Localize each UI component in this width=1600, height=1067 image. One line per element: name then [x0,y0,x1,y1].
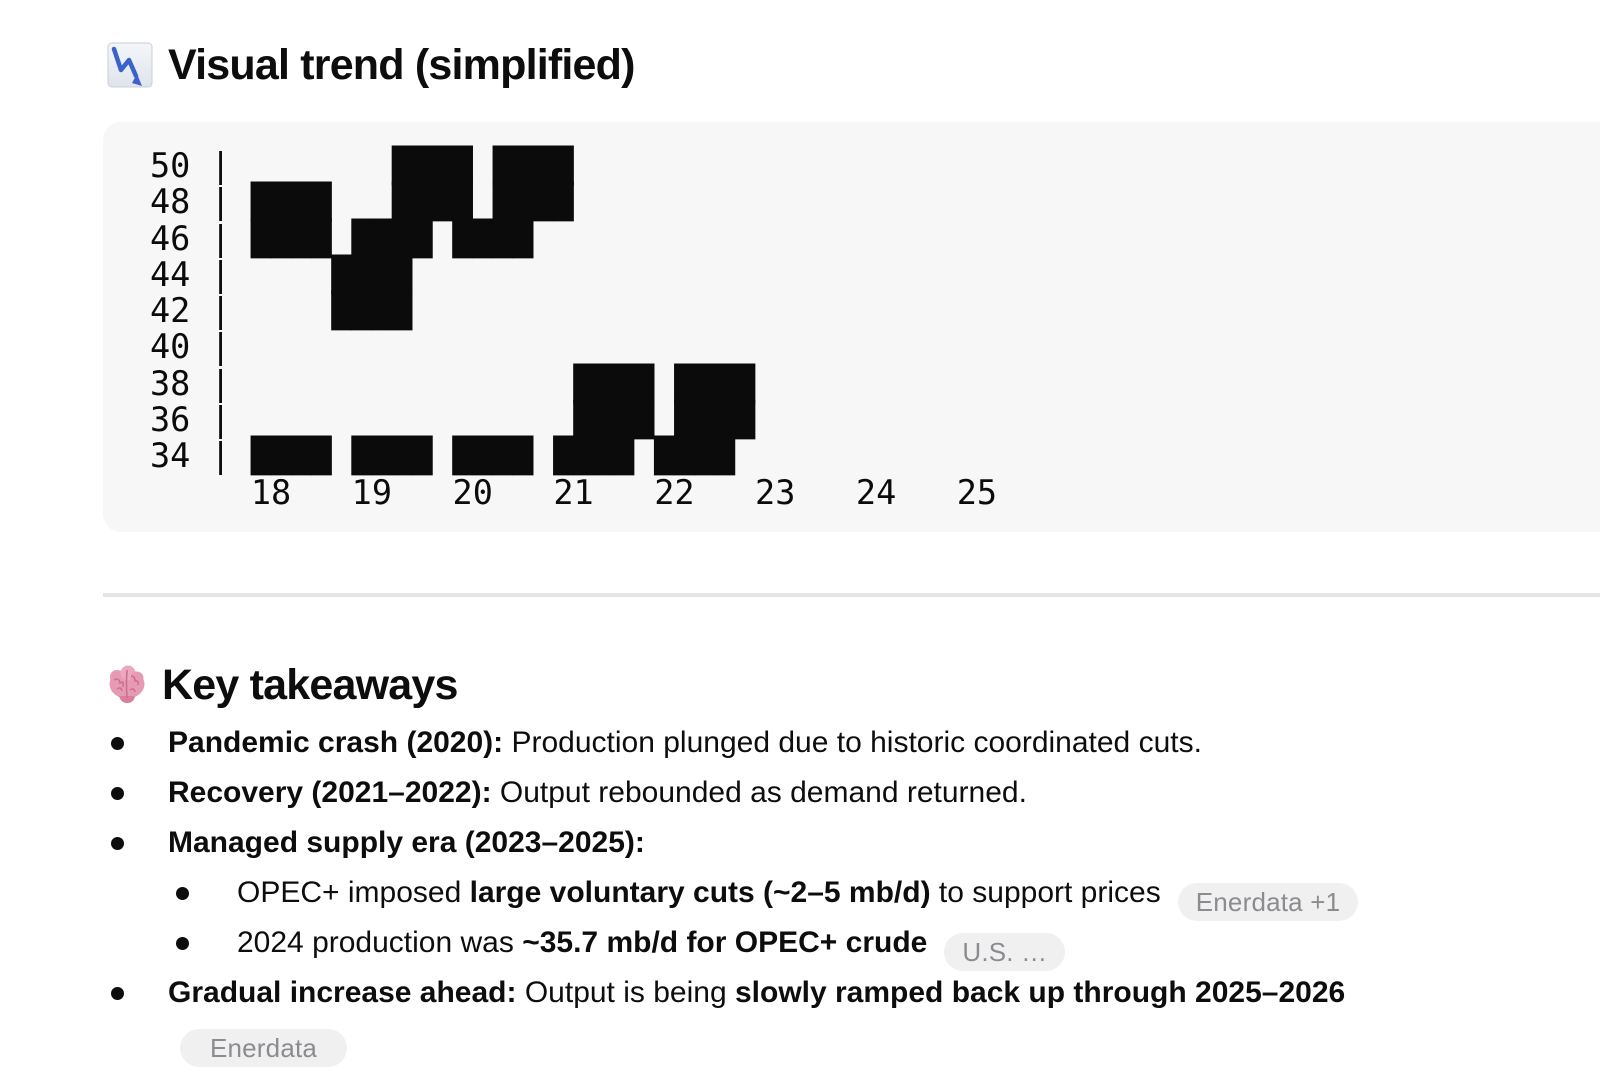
code-block: 50 | ████ ████ 48 | ████ ████ ████ 46 | … [103,122,1600,532]
bullet-dot [111,737,124,750]
brain-icon [107,664,147,706]
bullet-item: Managed supply era (2023–2025): [103,818,1600,868]
bullet-dot [111,987,124,1000]
bullet-text-bold: Recovery (2021–2022): [168,776,492,809]
bullet-text: Production plunged due to historic coord… [503,726,1202,759]
bullet-text: to support prices [930,876,1161,909]
bullet-dot [176,887,189,900]
bullet-item: Recovery (2021–2022): Output rebounded a… [103,768,1600,818]
bullet-text-bold: large voluntary cuts (~2–5 mb/d) [469,876,931,909]
section-divider [103,593,1600,597]
bullet-dot [111,787,124,800]
citation-badge[interactable]: U.S. … [944,933,1066,971]
bullet-item: Gradual increase ahead: Output is being … [103,968,1600,1018]
trend-section-header: Visual trend (simplified) [107,42,635,88]
bullet-text: OPEC+ imposed [237,876,470,909]
sub-bullet-item: OPEC+ imposed large voluntary cuts (~2–5… [103,868,1600,921]
chat-message-view: { "page": { "background": "#ffffff", "te… [103,42,1600,1067]
bullet-text-bold: Managed supply era (2023–2025): [168,826,645,859]
bullet-text-bold: ~35.7 mb/d for OPEC+ crude [522,926,928,959]
takeaways-section-header: Key takeaways [107,662,458,708]
bullet-text-bold: Gradual increase ahead: [168,976,517,1009]
takeaways-list: Pandemic crash (2020): Production plunge… [103,718,1600,1018]
ascii-chart: 50 | ████ ████ 48 | ████ ████ ████ 46 | … [150,146,998,512]
bullet-item: Pandemic crash (2020): Production plunge… [103,718,1600,768]
citation-badge-partial[interactable]: Enerdata [180,1029,347,1067]
citation-badge[interactable]: Enerdata +1 [1177,883,1359,921]
bullet-dot [111,837,124,850]
bullet-text-bold: Pandemic crash (2020): [168,726,504,759]
bullet-dot [176,937,189,950]
sub-bullet-item: 2024 production was ~35.7 mb/d for OPEC+… [103,918,1600,971]
takeaways-section-title: Key takeaways [162,661,458,709]
trend-section-title: Visual trend (simplified) [168,41,635,89]
chart-decreasing-icon [107,42,153,88]
bullet-text-bold: slowly ramped back up through 2025–2026 [734,976,1346,1009]
bullet-text: 2024 production was [237,926,523,959]
bullet-text: Output rebounded as demand returned. [491,776,1027,809]
bullet-text: Output is being [516,976,735,1009]
